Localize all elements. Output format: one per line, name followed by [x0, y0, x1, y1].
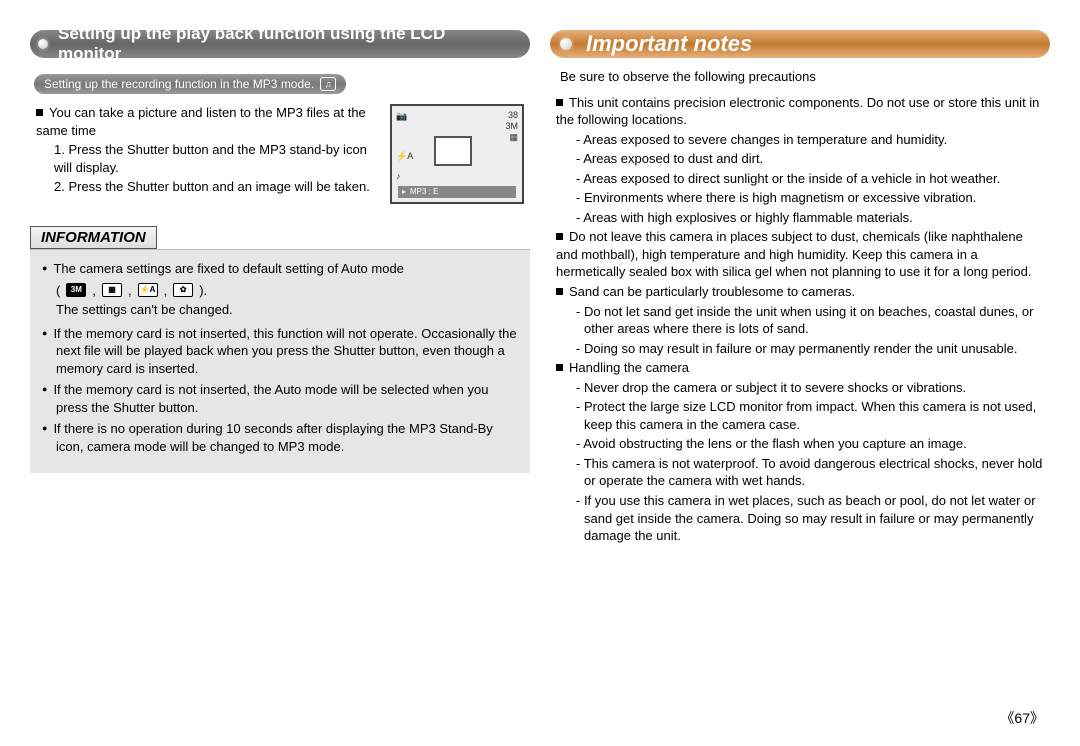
lcd-status-text: MP3 : E — [410, 187, 438, 198]
page-number: 67 — [1000, 708, 1044, 728]
lcd-grid: ▦ — [505, 132, 518, 143]
note-3: Sand can be particularly troublesome to … — [556, 283, 1044, 301]
right-column: Important notes Be sure to observe the f… — [550, 30, 1050, 736]
left-body: You can take a picture and listen to the… — [30, 104, 530, 204]
note-1-sub-4: - Environments where there is high magne… — [556, 189, 1044, 207]
note-3-sub-2: - Doing so may result in failure or may … — [556, 340, 1044, 358]
info-first-tail: The settings can't be changed. — [42, 301, 518, 319]
lcd-status-bar: ▸ MP3 : E — [398, 186, 516, 198]
step-1: 1. Press the Shutter button and the MP3 … — [36, 141, 382, 176]
right-body: Be sure to observe the following precaut… — [550, 68, 1050, 545]
note-4-sub-2: - Protect the large size LCD monitor fro… — [556, 398, 1044, 433]
lcd-flash-icon: ⚡A — [396, 150, 413, 162]
right-header: Important notes — [550, 30, 1050, 58]
headphone-icon: ♫ — [320, 77, 336, 91]
note-2: Do not leave this camera in places subje… — [556, 228, 1044, 281]
info-item-4: If there is no operation during 10 secon… — [42, 420, 518, 455]
note-4-sub-3: - Avoid obstructing the lens or the flas… — [556, 435, 1044, 453]
lcd-num: 38 — [505, 110, 518, 121]
info-icons-line: (3M, ▦, ⚡A, ✿ ). — [42, 282, 518, 300]
information-section: INFORMATION The camera settings are fixe… — [30, 204, 530, 473]
note-1-sub-2: - Areas exposed to dust and dirt. — [556, 150, 1044, 168]
info-item-1: The camera settings are fixed to default… — [42, 260, 518, 278]
lcd-sound-icon: ♪ — [396, 170, 401, 182]
note-4-sub-1: - Never drop the camera or subject it to… — [556, 379, 1044, 397]
note-1-sub-5: - Areas with high explosives or highly f… — [556, 209, 1044, 227]
information-box: The camera settings are fixed to default… — [30, 249, 530, 473]
size-3m-icon: 3M — [66, 283, 86, 297]
intro-bullet: You can take a picture and listen to the… — [36, 104, 382, 139]
grid-icon: ▦ — [102, 283, 122, 297]
note-1-sub-3: - Areas exposed to direct sunlight or th… — [556, 170, 1044, 188]
note-3-sub-1: - Do not let sand get inside the unit wh… — [556, 303, 1044, 338]
flash-auto-icon: ⚡A — [138, 283, 158, 297]
right-header-text: Important notes — [586, 31, 752, 57]
left-column: Setting up the play back function using … — [30, 30, 530, 736]
lcd-focus-box — [434, 136, 472, 166]
flower-icon: ✿ — [173, 283, 193, 297]
right-intro: Be sure to observe the following precaut… — [560, 68, 1044, 86]
note-4-sub-4: - This camera is not waterproof. To avoi… — [556, 455, 1044, 490]
information-title: INFORMATION — [30, 226, 157, 249]
left-header: Setting up the play back function using … — [30, 30, 530, 58]
info-item-2: If the memory card is not inserted, this… — [42, 325, 518, 378]
note-1-sub-1: - Areas exposed to severe changes in tem… — [556, 131, 1044, 149]
note-4: Handling the camera — [556, 359, 1044, 377]
manual-page: Setting up the play back function using … — [0, 0, 1080, 746]
info-item-3: If the memory card is not inserted, the … — [42, 381, 518, 416]
note-4-sub-5: - If you use this camera in wet places, … — [556, 492, 1044, 545]
lcd-size: 3M — [505, 121, 518, 132]
sub-header-pill: Setting up the recording function in the… — [34, 74, 346, 94]
left-header-text: Setting up the play back function using … — [58, 24, 512, 64]
note-1: This unit contains precision electronic … — [556, 94, 1044, 129]
step-2: 2. Press the Shutter button and an image… — [36, 178, 382, 196]
lcd-preview: 📷 ⚡A ♪ 38 3M ▦ ▸ MP3 : E — [390, 104, 524, 204]
lcd-right-stack: 38 3M ▦ — [505, 110, 518, 142]
sub-header-text: Setting up the recording function in the… — [44, 77, 314, 91]
lcd-camera-icon: 📷 — [396, 110, 407, 122]
